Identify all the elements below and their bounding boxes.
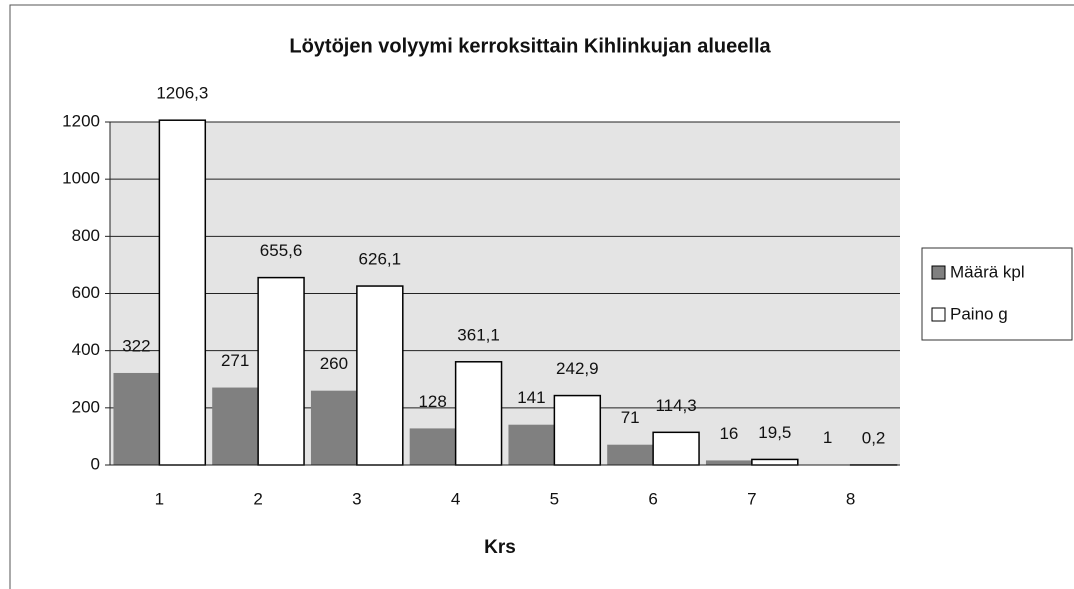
y-tick-label: 400 <box>72 340 100 359</box>
data-label: 19,5 <box>758 423 791 442</box>
bar <box>158 119 207 466</box>
y-tick-label: 1200 <box>62 111 100 130</box>
x-tick-label: 4 <box>451 489 460 508</box>
x-axis-title: Krs <box>484 537 516 558</box>
bar <box>454 361 503 466</box>
y-tick-label: 800 <box>72 226 100 245</box>
chart-border <box>9 4 1074 589</box>
chart-title: Löytöjen volyymi kerroksittain Kihlinkuj… <box>289 35 771 57</box>
legend-label: Määrä kpl <box>950 262 1025 281</box>
legend-label: Paino g <box>950 304 1008 323</box>
legend-box <box>921 247 1073 341</box>
y-tick-label: 0 <box>91 454 100 473</box>
x-tick-label: 5 <box>550 489 559 508</box>
x-tick-label: 7 <box>747 489 756 508</box>
data-label: 71 <box>621 408 640 427</box>
bar <box>257 276 305 466</box>
x-tick-label: 6 <box>648 489 657 508</box>
bar <box>356 285 404 466</box>
data-label: 260 <box>320 354 348 373</box>
x-tick-label: 2 <box>253 489 262 508</box>
bar <box>751 458 799 466</box>
data-label: 626,1 <box>359 250 402 269</box>
legend-swatch <box>931 307 946 322</box>
x-tick-label: 1 <box>155 489 164 508</box>
bar <box>508 424 555 465</box>
bar <box>553 394 602 466</box>
data-label: 1206,3 <box>156 84 208 103</box>
y-tick-label: 200 <box>72 397 100 416</box>
bar <box>607 444 654 465</box>
data-label: 361,1 <box>457 325 500 344</box>
x-tick-label: 3 <box>352 489 361 508</box>
data-label: 271 <box>221 351 249 370</box>
data-label: 0,2 <box>862 428 886 447</box>
bar <box>409 428 456 465</box>
data-label: 242,9 <box>556 359 599 378</box>
y-tick-label: 600 <box>72 283 100 302</box>
legend-swatch <box>931 265 946 280</box>
data-label: 114,3 <box>655 396 696 415</box>
y-tick-label: 1000 <box>62 169 100 188</box>
data-label: 655,6 <box>260 241 303 260</box>
data-label: 16 <box>719 424 738 443</box>
data-label: 141 <box>517 388 545 407</box>
bar <box>212 387 259 465</box>
bar <box>705 460 752 465</box>
bar <box>113 372 160 465</box>
data-label: 128 <box>418 392 446 411</box>
bar <box>310 390 357 465</box>
data-label: 1 <box>823 428 832 447</box>
bar <box>652 431 700 466</box>
data-label: 322 <box>122 336 150 355</box>
x-tick-label: 8 <box>846 489 855 508</box>
